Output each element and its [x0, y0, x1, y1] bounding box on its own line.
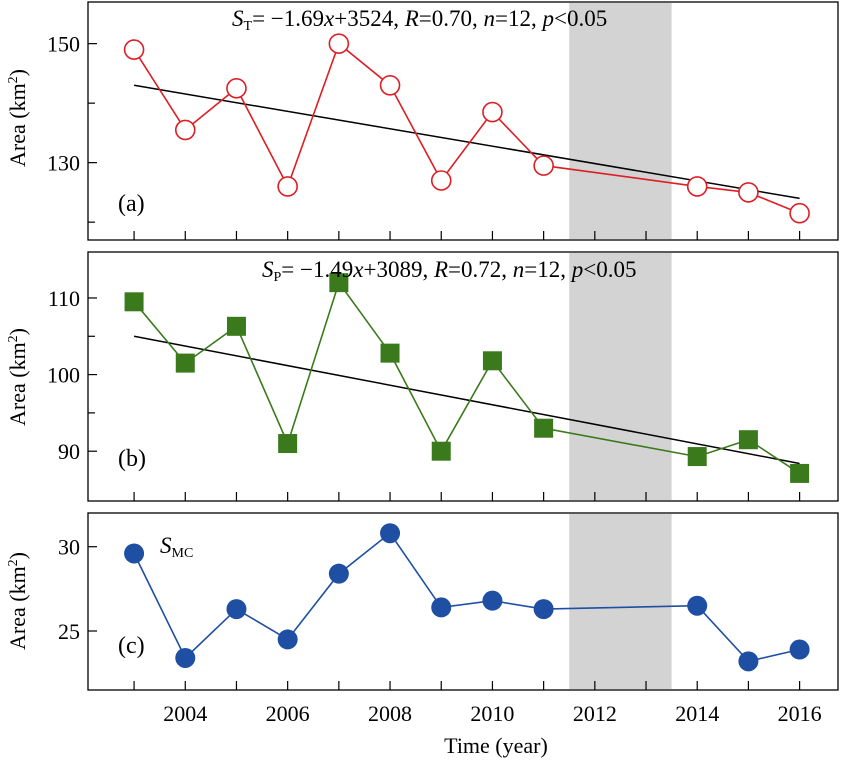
- panel-c-point: [533, 599, 554, 620]
- panel-a-point: [482, 101, 503, 123]
- panel-b-y-tick-label: 90: [58, 439, 80, 464]
- panel-c-y-axis-label: Area (km2): [5, 552, 30, 650]
- panel-b-point: [431, 441, 451, 461]
- panel-b-y-tick-label: 100: [47, 363, 80, 388]
- panel-a-label: (a): [118, 191, 145, 217]
- panel-b-point: [278, 434, 298, 454]
- panel-c-point: [124, 543, 145, 564]
- panel-b-point: [380, 343, 400, 363]
- panel-b-point: [329, 273, 349, 293]
- panel-b-point: [687, 447, 707, 467]
- panel-b-frame: [87, 251, 839, 502]
- panel-b-point: [534, 418, 554, 438]
- panel-a-y-axis-label: Area (km2): [5, 69, 30, 167]
- panel-b-equation: SP= −1.49x+3089, R=0.72, n=12, p<0.05: [262, 257, 636, 285]
- x-tick-label: 2008: [368, 701, 412, 726]
- panel-c-point: [226, 599, 247, 620]
- panel-c-point: [380, 523, 401, 544]
- x-tick-label: 2010: [470, 701, 514, 726]
- panel-c-data-gap-band: [569, 514, 672, 689]
- panel-a-y-tick-label: 150: [47, 32, 80, 57]
- x-tick-label: 2016: [778, 701, 822, 726]
- panel-b-data-gap-band: [569, 253, 672, 500]
- panel-c-point: [277, 629, 298, 650]
- x-tick-label: 2014: [675, 701, 719, 726]
- panel-a-point: [328, 33, 350, 54]
- panel-c-point: [431, 597, 452, 618]
- panel-a-point: [430, 170, 452, 191]
- panel-a-data-gap-band: [569, 3, 672, 239]
- panel-c-label: (c): [118, 633, 145, 659]
- panel-c-y-tick-label: 25: [58, 619, 80, 644]
- panel-b-point: [124, 292, 144, 312]
- panel-c-frame: [87, 512, 839, 691]
- x-tick-label: 2004: [163, 701, 207, 726]
- panel-a-point: [738, 182, 759, 203]
- panel-c-point: [687, 595, 708, 616]
- panel-a-point: [226, 77, 247, 99]
- panel-a-point: [533, 155, 554, 176]
- panel-c-point: [789, 639, 810, 660]
- x-tick-label: 2006: [266, 701, 310, 726]
- x-axis-label: Time (year): [444, 733, 548, 758]
- panel-b-point: [482, 351, 502, 371]
- panel-a-point: [174, 119, 196, 141]
- panel-a-frame: [87, 1, 839, 241]
- panel-a-point: [123, 39, 145, 60]
- panel-b-point: [738, 430, 758, 450]
- panel-a-point: [789, 202, 810, 224]
- panel-a-point: [379, 75, 401, 96]
- panel-c-point: [175, 647, 196, 668]
- panel-b-trend-line: [133, 335, 800, 465]
- x-tick-label: 2012: [573, 701, 617, 726]
- panel-a-equation: ST= −1.69x+3524, R=0.70, n=12, p<0.05: [232, 6, 607, 34]
- panel-c-series-line: [133, 532, 800, 663]
- panel-a-point: [277, 176, 298, 197]
- panel-c-point: [482, 590, 503, 611]
- panel-b-point: [175, 353, 195, 373]
- panel-a-y-tick-label: 130: [47, 151, 80, 176]
- panel-b-point: [790, 463, 810, 483]
- panel-b-label: (b): [118, 446, 146, 472]
- panel-c-point: [738, 651, 759, 672]
- panel-a-point: [686, 176, 708, 197]
- panel-c-point: [328, 563, 349, 584]
- panel-b-y-axis-label: Area (km2): [5, 328, 30, 426]
- panel-b-point: [226, 316, 246, 336]
- panel-b-y-tick-label: 110: [48, 286, 80, 311]
- panel-c-series-label: SMC: [160, 533, 193, 561]
- panel-c-y-tick-label: 30: [58, 535, 80, 560]
